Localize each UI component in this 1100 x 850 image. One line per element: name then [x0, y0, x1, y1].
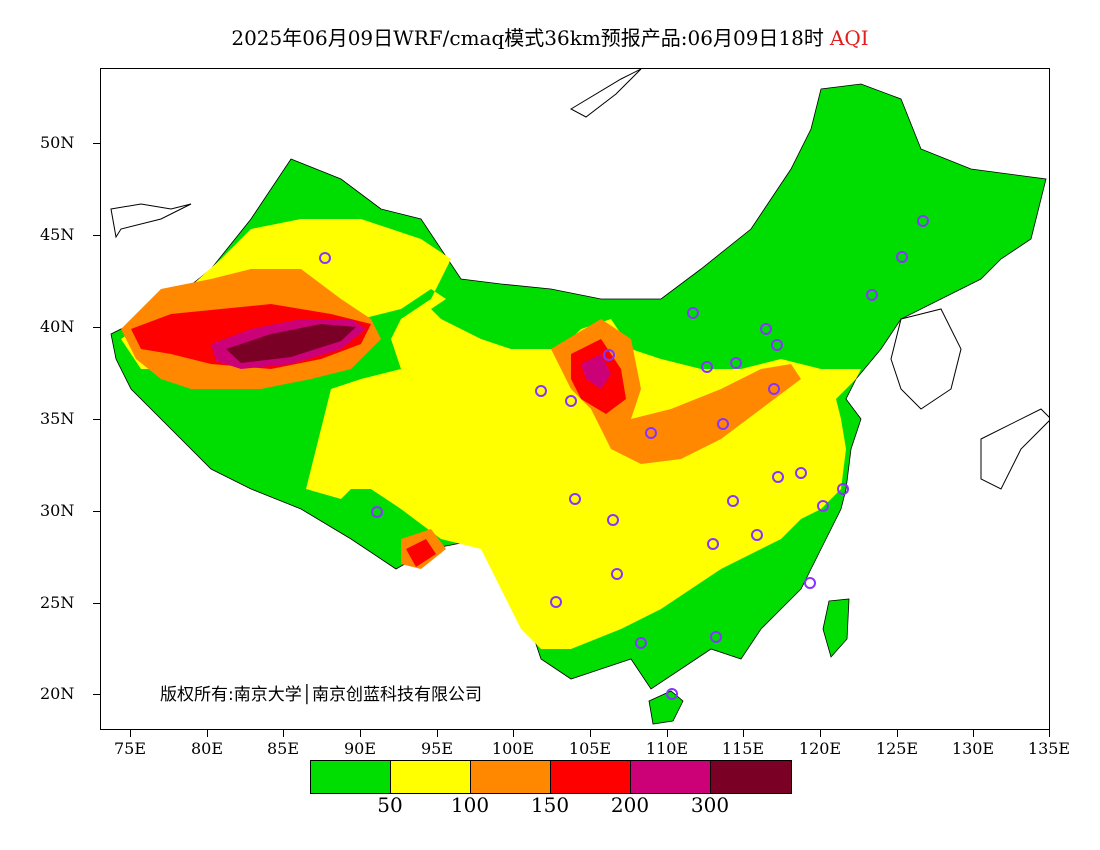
station-marker: [701, 361, 713, 373]
x-tick: [590, 730, 591, 737]
station-marker: [751, 529, 763, 541]
taiwan-island: [822, 598, 850, 658]
station-marker: [607, 514, 619, 526]
x-tick: [360, 730, 361, 737]
station-marker: [569, 493, 581, 505]
x-axis-label: 110E: [645, 739, 689, 758]
station-marker: [817, 500, 829, 512]
x-axis-label: 85E: [266, 739, 300, 758]
aqi-map: [110, 69, 1049, 725]
x-axis-label: 90E: [343, 739, 377, 758]
y-tick: [93, 143, 100, 144]
station-marker: [687, 307, 699, 319]
x-tick: [667, 730, 668, 737]
title-text: 2025年06月09日WRF/cmaq模式36km预报产品:06月09日18时: [231, 26, 824, 50]
aqi-maroon-west: [226, 324, 356, 363]
aqi-red-southwest: [406, 539, 436, 567]
korea-coastline: [890, 308, 962, 410]
x-axis-label: 75E: [113, 739, 147, 758]
caspian-edge: [110, 203, 192, 239]
map-title: 2025年06月09日WRF/cmaq模式36km预报产品:06月09日18时 A…: [0, 22, 1100, 51]
station-marker: [707, 538, 719, 550]
x-tick: [1049, 730, 1050, 737]
x-tick: [437, 730, 438, 737]
station-marker: [896, 251, 908, 263]
y-axis-label: 50N: [40, 133, 75, 152]
station-marker: [603, 349, 615, 361]
station-marker: [917, 215, 929, 227]
x-axis-label: 95E: [420, 739, 454, 758]
legend-label: 100: [450, 793, 490, 817]
station-marker: [804, 577, 816, 589]
y-tick: [93, 419, 100, 420]
y-axis-label: 45N: [40, 225, 75, 244]
x-axis-label: 120E: [798, 739, 842, 758]
station-marker: [727, 495, 739, 507]
legend-swatch: [471, 761, 551, 793]
station-marker: [611, 568, 623, 580]
lake-baikal: [569, 69, 642, 118]
x-axis-label: 135E: [1027, 739, 1071, 758]
y-tick: [93, 235, 100, 236]
x-tick: [130, 730, 131, 737]
legend-swatch: [391, 761, 471, 793]
y-axis-label: 35N: [40, 409, 75, 428]
y-axis-label: 40N: [40, 317, 75, 336]
x-tick: [743, 730, 744, 737]
map-frame: [100, 68, 1050, 730]
y-tick: [93, 327, 100, 328]
legend-label: 150: [530, 793, 570, 817]
y-axis-label: 20N: [40, 684, 75, 703]
x-tick: [973, 730, 974, 737]
y-tick: [93, 694, 100, 695]
legend-swatch: [711, 761, 791, 793]
legend-swatch: [311, 761, 391, 793]
station-marker: [371, 506, 383, 518]
japan-coastline: [980, 408, 1049, 490]
station-marker: [795, 467, 807, 479]
legend-label: 200: [610, 793, 650, 817]
aqi-legend: [310, 760, 792, 794]
station-marker: [635, 637, 647, 649]
legend-label: 300: [690, 793, 730, 817]
copyright-text: 版权所有:南京大学│南京创蓝科技有限公司: [160, 685, 482, 705]
legend-label: 50: [377, 793, 403, 817]
y-axis-label: 25N: [40, 593, 75, 612]
aqi-purple-central: [581, 354, 611, 389]
x-tick: [513, 730, 514, 737]
station-marker: [772, 471, 784, 483]
x-axis-label: 105E: [568, 739, 612, 758]
legend-swatch: [551, 761, 631, 793]
station-marker: [535, 385, 547, 397]
title-variable: AQI: [829, 26, 869, 50]
station-marker: [760, 323, 772, 335]
x-tick: [820, 730, 821, 737]
station-marker: [730, 357, 742, 369]
y-tick: [93, 511, 100, 512]
station-marker: [710, 631, 722, 643]
legend-swatch: [631, 761, 711, 793]
hainan-island: [648, 690, 684, 725]
x-tick: [283, 730, 284, 737]
station-marker: [565, 395, 577, 407]
station-marker: [771, 339, 783, 351]
x-axis-label: 100E: [491, 739, 535, 758]
x-tick: [897, 730, 898, 737]
station-marker: [717, 418, 729, 430]
station-marker: [768, 383, 780, 395]
x-axis-label: 130E: [951, 739, 995, 758]
y-tick: [93, 603, 100, 604]
x-tick: [207, 730, 208, 737]
station-marker: [550, 596, 562, 608]
station-marker: [837, 483, 849, 495]
station-markers: [319, 215, 929, 700]
station-marker: [666, 688, 678, 700]
station-marker: [866, 289, 878, 301]
station-marker: [319, 252, 331, 264]
x-axis-label: 115E: [721, 739, 765, 758]
station-marker: [645, 427, 657, 439]
x-axis-label: 125E: [875, 739, 919, 758]
x-axis-label: 80E: [190, 739, 224, 758]
y-axis-label: 30N: [40, 501, 75, 520]
